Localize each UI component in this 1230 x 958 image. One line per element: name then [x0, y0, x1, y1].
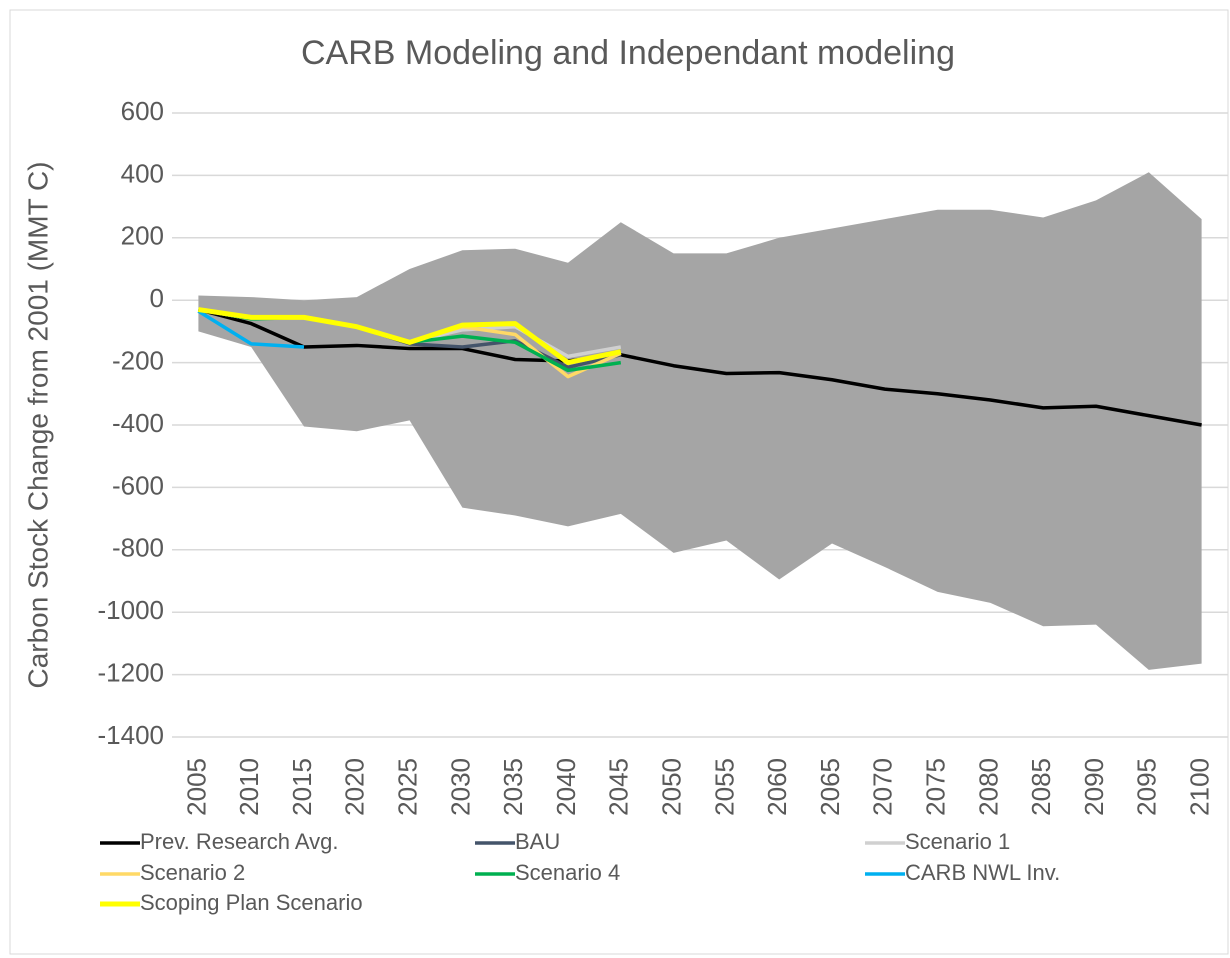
x-tick-label: 2085	[1026, 758, 1056, 816]
x-tick-label: 2075	[920, 758, 950, 816]
legend-label: CARB NWL Inv.	[905, 860, 1060, 885]
legend-label: Scoping Plan Scenario	[140, 890, 363, 915]
legend-label: Scenario 2	[140, 860, 245, 885]
range-area	[198, 172, 1202, 670]
x-tick-label: 2050	[656, 758, 686, 816]
legend-label: BAU	[515, 829, 560, 854]
x-tick-label: 2045	[604, 758, 634, 816]
x-tick-label: 2055	[709, 758, 739, 816]
x-tick-label: 2090	[1079, 758, 1109, 816]
y-tick-label: 200	[121, 221, 164, 251]
x-tick-label: 2095	[1132, 758, 1162, 816]
y-tick-label: -200	[112, 345, 164, 375]
y-tick-label: -1400	[98, 720, 165, 750]
y-tick-label: -1000	[98, 595, 165, 625]
x-tick-label: 2060	[762, 758, 792, 816]
series-line	[198, 307, 622, 366]
legend-label: Scenario 4	[515, 860, 620, 885]
y-tick-label: -800	[112, 533, 164, 563]
legend-label: Prev. Research Avg.	[140, 829, 339, 854]
y-axis-label: Carbon Stock Change from 2001 (MMT C)	[22, 161, 53, 688]
y-tick-label: -1200	[98, 657, 165, 687]
x-tick-label: 2020	[340, 758, 370, 816]
x-tick-label: 2035	[498, 758, 528, 816]
x-tick-label: 2040	[551, 758, 581, 816]
x-tick-label: 2010	[234, 758, 264, 816]
y-tick-label: -600	[112, 470, 164, 500]
x-tick-label: 2005	[181, 758, 211, 816]
chart-title: CARB Modeling and Independant modeling	[301, 34, 955, 72]
y-tick-label: -400	[112, 408, 164, 438]
x-tick-label: 2065	[815, 758, 845, 816]
x-tick-label: 2015	[287, 758, 317, 816]
x-tick-label: 2100	[1184, 758, 1214, 816]
x-tick-label: 2080	[973, 758, 1003, 816]
legend-label: Scenario 1	[905, 829, 1010, 854]
y-tick-label: 400	[121, 158, 164, 188]
x-tick-label: 2070	[868, 758, 898, 816]
series-line	[197, 307, 1202, 427]
x-tick-label: 2030	[445, 758, 475, 816]
y-tick-label: 600	[121, 96, 164, 126]
x-tick-label: 2025	[392, 758, 422, 816]
y-tick-label: 0	[150, 283, 164, 313]
series-line	[197, 309, 305, 349]
